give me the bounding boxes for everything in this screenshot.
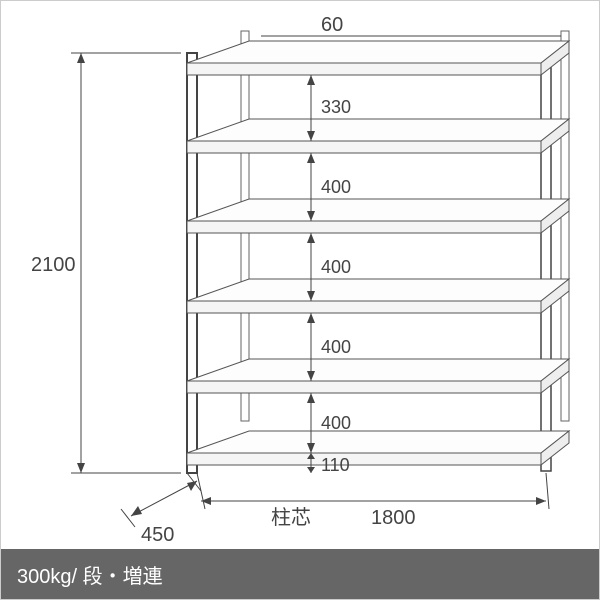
dim-gap-3: 400 [321,337,351,357]
dim-height: 2100 [31,254,76,276]
shelving-diagram: 2100 60 330 400 400 400 400 110 450 柱芯 1… [1,1,600,551]
shelf [187,431,569,465]
dim-gap-1: 400 [321,177,351,197]
shelf [187,359,569,393]
shelf [187,119,569,153]
shelf [187,279,569,313]
dim-gap-top: 330 [321,97,351,117]
spec-text: 300kg/ 段・増連 [17,560,163,589]
diagram-container: 2100 60 330 400 400 400 400 110 450 柱芯 1… [0,0,600,600]
dim-bottom: 110 [321,455,350,475]
dim-shelf-thickness: 60 [321,14,343,36]
dim-width: 1800 [371,507,416,529]
dim-center-label: 柱芯 [271,506,311,529]
dim-depth: 450 [141,524,174,546]
shelf [187,199,569,233]
dim-gap-2: 400 [321,257,351,277]
shelf [187,41,569,75]
dim-gap-4: 400 [321,413,351,433]
spec-bar: 300kg/ 段・増連 [1,549,599,599]
